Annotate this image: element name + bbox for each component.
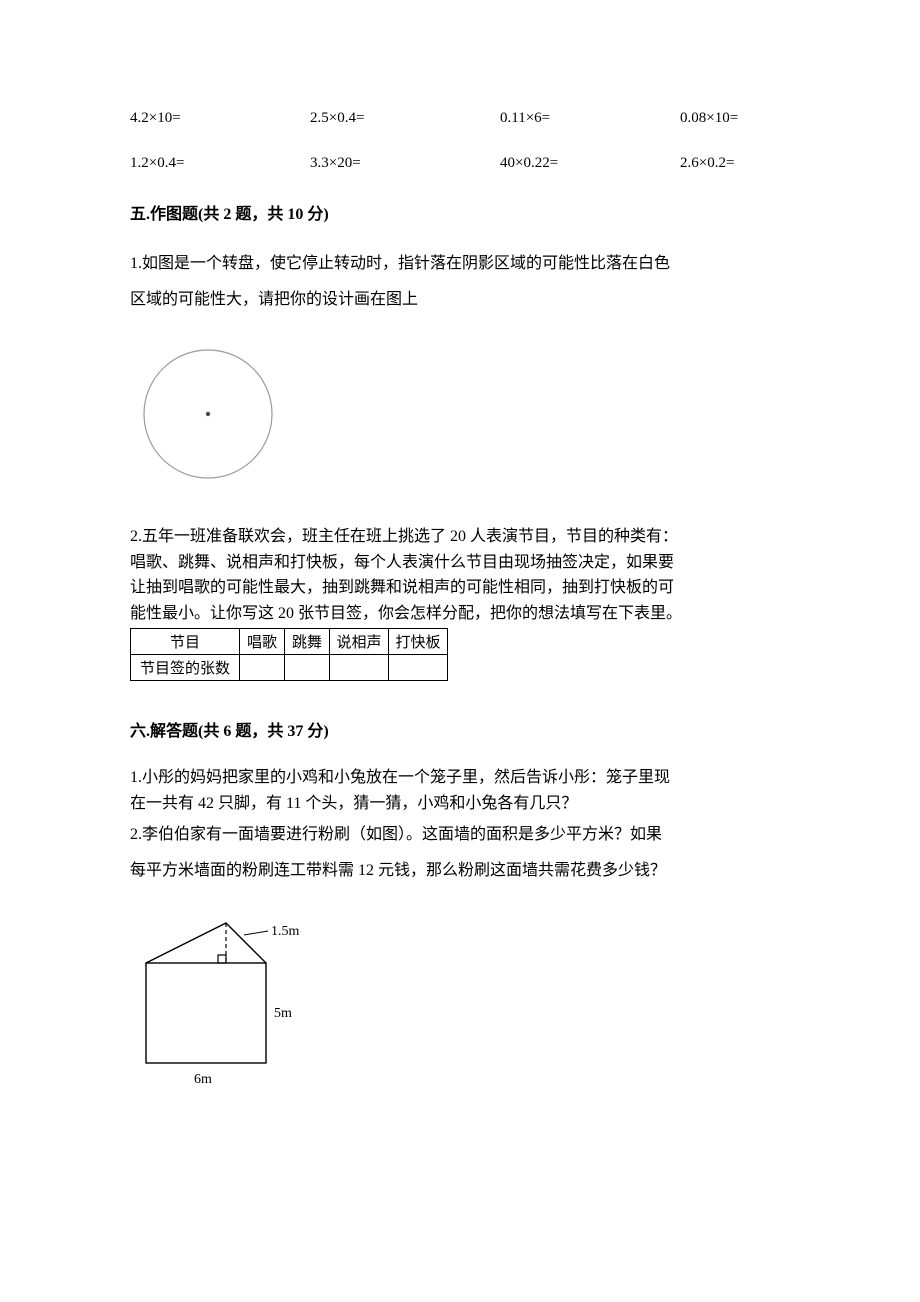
table-cell: 说相声 <box>330 629 389 655</box>
section5-heading: 五.作图题(共 2 题，共 10 分) <box>130 200 790 224</box>
table-row: 节目签的张数 <box>131 655 448 681</box>
section5-q2-line3: 让抽到唱歌的可能性最大，抽到跳舞和说相声的可能性相同，抽到打快板的可 <box>130 575 790 601</box>
label-top: 1.5m <box>271 924 300 939</box>
equation-cell: 2.6×0.2= <box>680 155 820 172</box>
table-cell-empty <box>240 655 285 681</box>
program-allocation-table: 节目 唱歌 跳舞 说相声 打快板 节目签的张数 <box>130 628 448 681</box>
table-cell: 节目签的张数 <box>131 655 240 681</box>
table-cell-empty <box>330 655 389 681</box>
equation-cell: 3.3×20= <box>310 155 500 172</box>
equation-cell: 0.11×6= <box>500 110 680 127</box>
table-cell: 唱歌 <box>240 629 285 655</box>
page-root: 4.2×10= 2.5×0.4= 0.11×6= 0.08×10= 1.2×0.… <box>0 0 920 1168</box>
table-cell: 节目 <box>131 629 240 655</box>
table-cell-empty <box>285 655 330 681</box>
wall-figure: 1.5m 5m 6m <box>136 913 790 1108</box>
table-row: 节目 唱歌 跳舞 说相声 打快板 <box>131 629 448 655</box>
label-bottom: 6m <box>194 1072 212 1087</box>
label-right: 5m <box>274 1006 292 1021</box>
section5-q1-line2: 区域的可能性大，请把你的设计画在图上 <box>130 284 790 316</box>
section5-q2-line2: 唱歌、跳舞、说相声和打快板，每个人表演什么节目由现场抽签决定，如果要 <box>130 550 790 576</box>
equation-cell: 40×0.22= <box>500 155 680 172</box>
table-cell-empty <box>389 655 448 681</box>
section6-q2-line2: 每平方米墙面的粉刷连工带料需 12 元钱，那么粉刷这面墙共需花费多少钱？ <box>130 855 790 887</box>
section5-q2-line4: 能性最小。让你写这 20 张节目签，你会怎样分配，把你的想法填写在下表里。 <box>130 601 790 627</box>
section6-q1-line2: 在一共有 42 只脚，有 11 个头，猜一猜，小鸡和小兔各有几只？ <box>130 791 790 817</box>
spinner-circle-icon <box>138 344 278 484</box>
spinner-circle-figure <box>138 344 790 484</box>
table-cell: 跳舞 <box>285 629 330 655</box>
equation-row-2: 1.2×0.4= 3.3×20= 40×0.22= 2.6×0.2= <box>130 155 790 172</box>
section6-heading: 六.解答题(共 6 题，共 37 分) <box>130 717 790 741</box>
equation-row-1: 4.2×10= 2.5×0.4= 0.11×6= 0.08×10= <box>130 110 790 127</box>
section6-q1-line1: 1.小彤的妈妈把家里的小鸡和小兔放在一个笼子里，然后告诉小彤：笼子里现 <box>130 765 790 791</box>
table-cell: 打快板 <box>389 629 448 655</box>
section6-q2-line1: 2.李伯伯家有一面墙要进行粉刷（如图）。这面墙的面积是多少平方米？如果 <box>130 819 790 851</box>
equation-cell: 0.08×10= <box>680 110 820 127</box>
equation-cell: 2.5×0.4= <box>310 110 500 127</box>
equation-cell: 4.2×10= <box>130 110 310 127</box>
section5-q2-line1: 2.五年一班准备联欢会，班主任在班上挑选了 20 人表演节目，节目的种类有： <box>130 524 790 550</box>
equation-cell: 1.2×0.4= <box>130 155 310 172</box>
wall-diagram-icon: 1.5m 5m 6m <box>136 913 336 1103</box>
section5-q1-line1: 1.如图是一个转盘，使它停止转动时，指针落在阴影区域的可能性比落在白色 <box>130 248 790 280</box>
